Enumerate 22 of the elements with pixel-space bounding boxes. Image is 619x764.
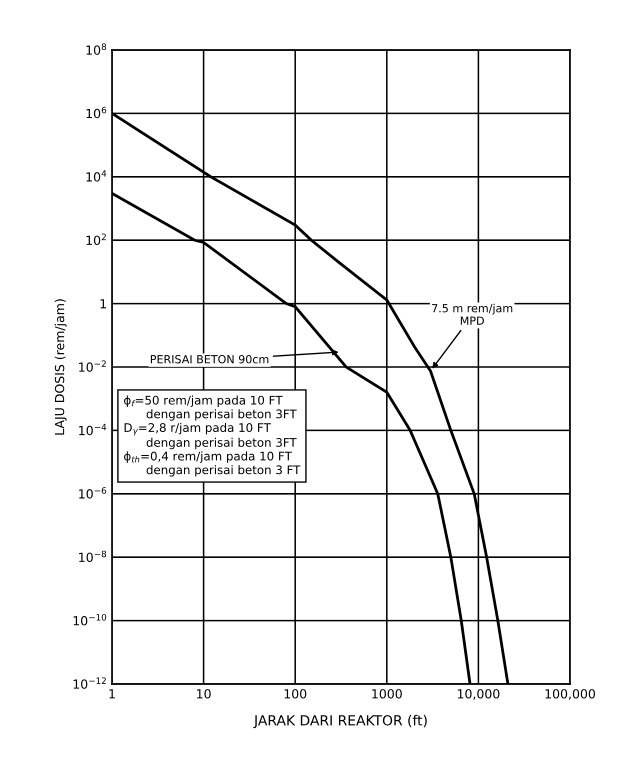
x-axis-title: JARAK DARI REAKTOR (ft) bbox=[253, 714, 427, 728]
y-tick-label: 10$^{−10}$ bbox=[74, 614, 106, 626]
annotation: PERISAI BETON 90cm bbox=[150, 355, 268, 364]
y-tick-label: 10$^{−2}$ bbox=[79, 360, 106, 372]
y-tick-label: 10$^{−12}$ bbox=[74, 677, 106, 689]
y-tick-label: 10$^{−8}$ bbox=[79, 550, 106, 562]
x-tick-label: 100 bbox=[284, 689, 306, 699]
x-tick-label: 10,000 bbox=[458, 689, 500, 700]
y-tick-label: 10$^{−6}$ bbox=[79, 487, 106, 499]
y-tick-label: 10$^{−4}$ bbox=[79, 424, 106, 436]
annotation: 7.5 m rem/jam MPD bbox=[432, 304, 512, 325]
y-tick-label: 10$^{2}$ bbox=[86, 234, 106, 246]
y-tick-label: 10$^{6}$ bbox=[86, 106, 106, 118]
y-tick-label: 1 bbox=[100, 299, 106, 308]
y-tick-label: 10$^{4}$ bbox=[86, 170, 106, 182]
x-tick-label: 1000 bbox=[372, 689, 402, 699]
text: ϕ$_{f}$=50 rem/jam pada 10 FT dengan perisai beton 3FT D$_{γ}$=2,8 r/jam pada 10 FT dengan perisai beton 3FT ϕ$_{th}$=0,4 rem/jam pada 10 FT dengan perisai beton 3 FT bbox=[124, 396, 300, 477]
x-tick-label: 100,000 bbox=[546, 689, 596, 700]
x-tick-label: 10 bbox=[197, 689, 211, 699]
x-tick-label: 1 bbox=[109, 689, 115, 698]
y-tick-label: 10$^{8}$ bbox=[86, 43, 106, 55]
y-axis-title: LAJU DOSIS (rem/jam) bbox=[54, 299, 67, 435]
